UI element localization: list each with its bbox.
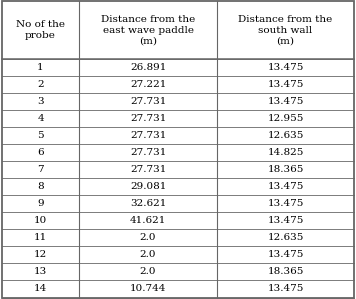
Text: 4: 4 bbox=[37, 114, 44, 123]
Text: 12.635: 12.635 bbox=[267, 233, 304, 242]
Text: 41.621: 41.621 bbox=[130, 216, 166, 225]
Text: 13.475: 13.475 bbox=[267, 199, 304, 208]
Text: 13.475: 13.475 bbox=[267, 97, 304, 106]
Text: 13: 13 bbox=[34, 267, 47, 277]
Text: 12.635: 12.635 bbox=[267, 131, 304, 140]
Text: 13.475: 13.475 bbox=[267, 63, 304, 72]
Text: 27.731: 27.731 bbox=[130, 165, 166, 174]
Text: 14.825: 14.825 bbox=[267, 148, 304, 157]
Text: 13.475: 13.475 bbox=[267, 250, 304, 260]
Text: 27.731: 27.731 bbox=[130, 131, 166, 140]
Text: Distance from the
east wave paddle
(m): Distance from the east wave paddle (m) bbox=[101, 15, 195, 46]
Text: 27.731: 27.731 bbox=[130, 148, 166, 157]
Text: 10: 10 bbox=[34, 216, 47, 225]
Text: 27.221: 27.221 bbox=[130, 80, 166, 89]
Text: 27.731: 27.731 bbox=[130, 97, 166, 106]
Text: 29.081: 29.081 bbox=[130, 182, 166, 191]
Text: 13.475: 13.475 bbox=[267, 182, 304, 191]
Text: 18.365: 18.365 bbox=[267, 267, 304, 277]
Text: 5: 5 bbox=[37, 131, 44, 140]
Text: 6: 6 bbox=[37, 148, 44, 157]
Text: 2: 2 bbox=[37, 80, 44, 89]
Text: 10.744: 10.744 bbox=[130, 284, 166, 294]
Text: 11: 11 bbox=[34, 233, 47, 242]
Text: 12.955: 12.955 bbox=[267, 114, 304, 123]
Text: 27.731: 27.731 bbox=[130, 114, 166, 123]
Text: 32.621: 32.621 bbox=[130, 199, 166, 208]
Text: Distance from the
south wall
(m): Distance from the south wall (m) bbox=[239, 15, 333, 46]
Text: 2.0: 2.0 bbox=[140, 250, 156, 260]
Text: No of the
probe: No of the probe bbox=[16, 20, 65, 40]
Text: 13.475: 13.475 bbox=[267, 80, 304, 89]
Text: 18.365: 18.365 bbox=[267, 165, 304, 174]
Text: 14: 14 bbox=[34, 284, 47, 294]
Text: 8: 8 bbox=[37, 182, 44, 191]
Text: 2.0: 2.0 bbox=[140, 233, 156, 242]
Text: 1: 1 bbox=[37, 63, 44, 72]
Text: 7: 7 bbox=[37, 165, 44, 174]
Text: 2.0: 2.0 bbox=[140, 267, 156, 277]
Text: 13.475: 13.475 bbox=[267, 216, 304, 225]
Text: 13.475: 13.475 bbox=[267, 284, 304, 294]
Text: 9: 9 bbox=[37, 199, 44, 208]
Text: 12: 12 bbox=[34, 250, 47, 260]
Text: 3: 3 bbox=[37, 97, 44, 106]
Text: 26.891: 26.891 bbox=[130, 63, 166, 72]
